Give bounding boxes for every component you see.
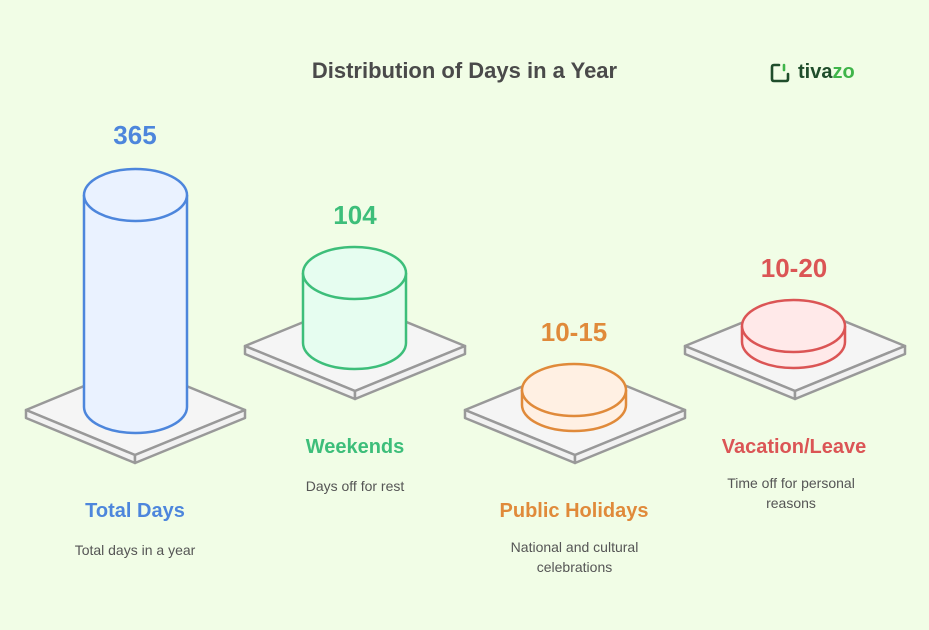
label-weekends: Weekends xyxy=(305,436,405,458)
platform-vacation-leave xyxy=(683,299,907,401)
value-vacation-leave: 10-20 xyxy=(760,253,828,283)
description-public-holidays: National and cultural celebrations xyxy=(510,539,639,575)
logo-text-dark: tiva xyxy=(798,61,833,83)
cylinder-vacation-leave xyxy=(740,298,847,370)
value-total-days: 365 xyxy=(113,120,157,150)
brand-logo: tivazo xyxy=(770,61,855,84)
value-weekends: 104 xyxy=(333,200,377,230)
cylinder-public-holidays xyxy=(520,362,628,433)
description-weekends: Days off for rest xyxy=(305,478,405,494)
logo-text-green: zo xyxy=(832,61,855,83)
label-vacation-leave: Vacation/Leave xyxy=(721,436,867,458)
cylinder-weekends xyxy=(301,245,408,371)
chart-title: Distribution of Days in a Year xyxy=(311,58,618,83)
cylinder-total-days xyxy=(82,167,189,435)
label-public-holidays: Public Holidays xyxy=(499,500,649,522)
description-vacation-leave: Time off for personal reasons xyxy=(727,475,855,511)
tivazo-logo-icon xyxy=(770,63,790,82)
label-total-days: Total Days xyxy=(85,500,185,522)
description-total-days: Total days in a year xyxy=(74,542,196,558)
value-public-holidays: 10-15 xyxy=(540,317,608,347)
